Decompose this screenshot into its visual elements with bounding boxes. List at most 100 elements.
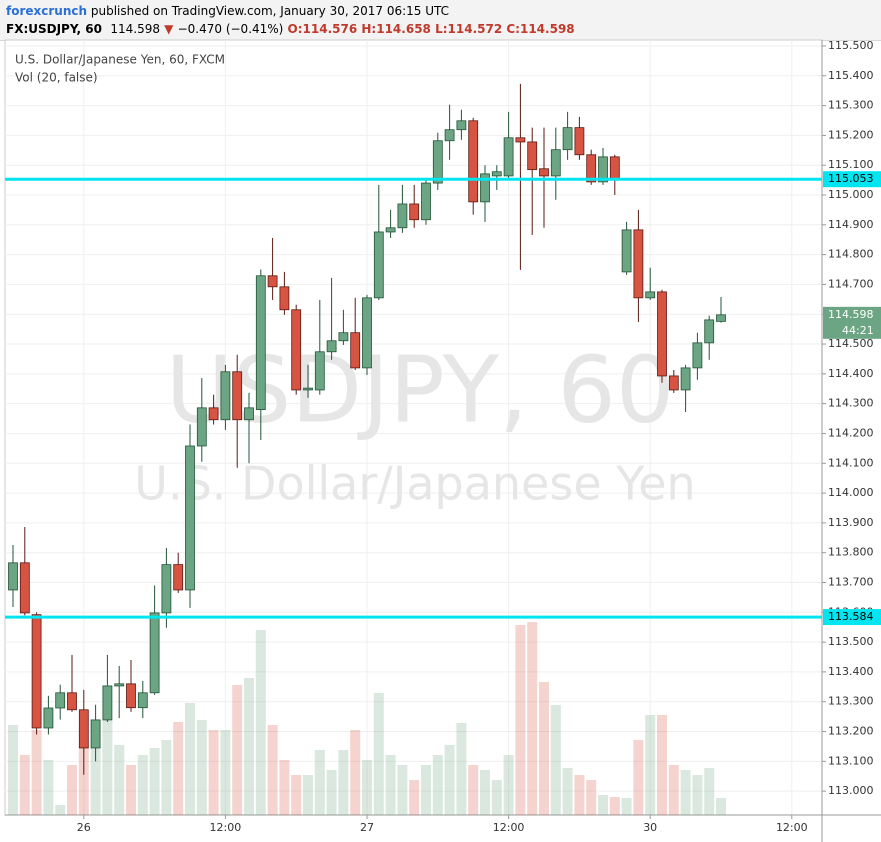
- y-tick-label: 115.400: [828, 69, 874, 82]
- volume-bar: [149, 748, 160, 815]
- header: forexcrunch published on TradingView.com…: [0, 0, 881, 41]
- volume-bar: [90, 720, 101, 815]
- candle-body: [397, 203, 408, 229]
- candle-body: [645, 291, 656, 299]
- x-tick-label: 30: [643, 821, 657, 834]
- volume-bar: [19, 755, 30, 815]
- candle-body: [232, 371, 243, 421]
- volume-bar: [291, 775, 302, 815]
- volume-bar: [279, 760, 290, 815]
- candle-body: [421, 182, 431, 221]
- candle-body: [291, 309, 302, 391]
- candle-body: [598, 156, 608, 183]
- y-tick-label: 113.300: [828, 695, 874, 708]
- volume-bar: [668, 765, 679, 815]
- volume-bar: [137, 755, 148, 815]
- y-tick-label: 115.300: [828, 99, 874, 112]
- volume-bar: [609, 797, 620, 815]
- y-tick-label: 114.800: [828, 248, 874, 261]
- candle-body: [468, 120, 479, 203]
- volume-bar: [326, 770, 337, 815]
- y-tick-label: 114.700: [828, 277, 874, 290]
- y-tick-label: 113.200: [828, 725, 874, 738]
- candle-body: [586, 154, 597, 183]
- y-tick-label: 115.200: [828, 128, 874, 141]
- volume-bar: [126, 765, 136, 815]
- x-tick-label: 26: [77, 821, 91, 834]
- candle-body: [267, 275, 278, 288]
- volume-bar: [503, 755, 514, 815]
- volume-bar: [185, 703, 195, 815]
- candle-body: [692, 342, 703, 369]
- candle-body: [338, 332, 349, 342]
- x-tick-label: 12:00: [776, 821, 808, 834]
- volume-bar: [338, 750, 349, 815]
- volume-bar: [161, 740, 172, 815]
- y-tick-label: 114.900: [828, 218, 874, 231]
- candle-body: [621, 229, 632, 273]
- candle-body: [161, 564, 172, 614]
- y-tick-label: 114.300: [828, 397, 874, 410]
- grid: [5, 40, 822, 815]
- candle-body: [373, 231, 384, 299]
- ohlc-low: L:114.572: [435, 22, 503, 36]
- volume-bar: [397, 765, 408, 815]
- candle-body: [90, 719, 101, 749]
- candle-body: [220, 371, 231, 421]
- price-tag-label: 115.053: [828, 172, 874, 185]
- y-tick-label: 115.000: [828, 188, 874, 201]
- indicator-label: Vol (20, false): [15, 71, 98, 85]
- candle-body: [527, 141, 538, 171]
- volume-bar: [550, 705, 561, 815]
- ohlc-high: H:114.658: [361, 22, 431, 36]
- volume-bar: [373, 693, 384, 815]
- price-tag-label: 113.584: [828, 610, 874, 623]
- volume-bar: [362, 760, 372, 815]
- volume-bar: [196, 720, 207, 815]
- candle-body: [173, 564, 184, 591]
- volume-bar: [456, 723, 467, 815]
- y-tick-label: 114.100: [828, 456, 874, 469]
- volume-bar: [539, 682, 549, 815]
- volume-bar: [692, 775, 703, 815]
- candle-body: [102, 685, 113, 721]
- volume-bar: [480, 770, 490, 815]
- candle-body: [126, 683, 136, 709]
- last-price-tag: [823, 306, 881, 339]
- y-tick-label: 115.100: [828, 158, 874, 171]
- volume-bar: [67, 765, 77, 815]
- candle-body: [31, 614, 42, 729]
- volume-bar: [633, 740, 644, 815]
- volume-bar: [232, 685, 243, 815]
- candle-body: [255, 275, 266, 411]
- volume-bar: [173, 722, 184, 815]
- candle-body: [43, 707, 54, 729]
- volume-bar: [444, 745, 455, 815]
- volume-bar: [244, 678, 254, 815]
- volume-bar: [645, 715, 656, 815]
- y-tick-label: 114.200: [828, 426, 874, 439]
- countdown: 44:21: [842, 324, 874, 337]
- ohlc-close: C:114.598: [506, 22, 575, 36]
- candle-body: [67, 692, 77, 711]
- candle-body: [515, 137, 526, 143]
- change: −0.470 (−0.41%): [177, 22, 284, 36]
- candle-body: [185, 445, 195, 591]
- candle-body: [326, 340, 337, 353]
- publisher[interactable]: forexcrunch: [6, 4, 88, 18]
- y-tick-label: 113.900: [828, 516, 874, 529]
- candle-body: [114, 683, 125, 687]
- candle-body: [303, 387, 313, 391]
- candle-body: [244, 407, 254, 421]
- candle-body: [196, 407, 207, 447]
- last-price-label: 114.598: [828, 308, 874, 321]
- candle-body: [716, 314, 726, 322]
- candle-body: [480, 173, 490, 203]
- candle-body: [539, 168, 549, 177]
- volume-bar: [55, 805, 66, 815]
- symbol: FX:USDJPY, 60: [6, 22, 102, 36]
- volume-bar: [303, 775, 313, 815]
- volume-bar: [468, 765, 479, 815]
- price-tag: [823, 609, 881, 626]
